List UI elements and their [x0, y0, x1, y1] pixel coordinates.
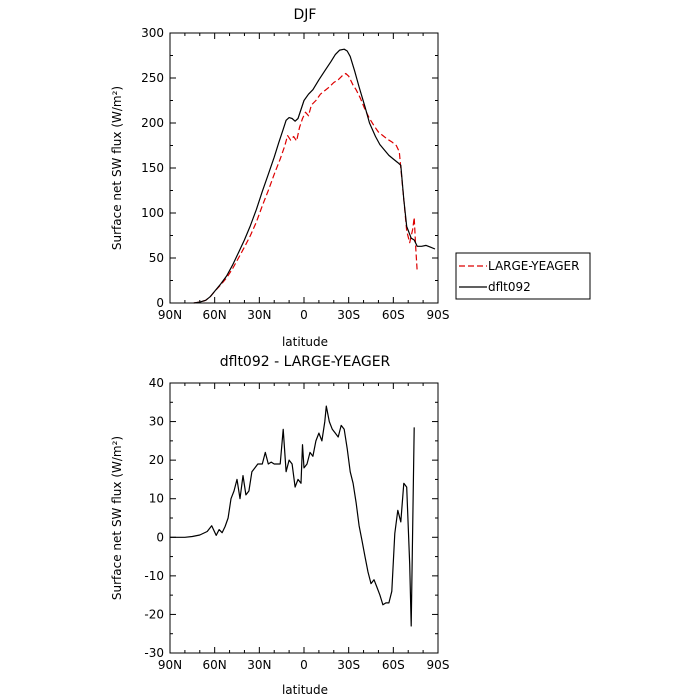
legend: LARGE-YEAGER dflt092	[455, 252, 591, 300]
x-tick-label: 90N	[158, 658, 182, 672]
y-tick-label: 40	[149, 376, 164, 390]
y-tick-label: 200	[141, 116, 164, 130]
chart-title: DJF	[294, 7, 317, 23]
x-tick-label: 90N	[158, 308, 182, 322]
x-tick-label: 30S	[337, 308, 360, 322]
series-line-0	[170, 405, 415, 627]
legend-label-large-yeager: LARGE-YEAGER	[488, 259, 579, 273]
y-axis-label: Surface net SW flux (W/m²)	[110, 436, 124, 600]
plot-frame	[169, 32, 439, 304]
y-tick-label: 150	[141, 161, 164, 175]
x-tick-label: 60N	[203, 308, 227, 322]
x-tick-label: 90S	[427, 308, 450, 322]
y-tick-label: 30	[149, 415, 164, 429]
y-tick-label: 250	[141, 71, 164, 85]
x-tick-label: 60S	[382, 658, 405, 672]
y-tick-label: -10	[144, 569, 164, 583]
legend-box	[455, 252, 591, 300]
y-tick-label: 100	[141, 206, 164, 220]
x-axis-label: latitude	[282, 683, 328, 697]
y-tick-label: 0	[156, 296, 164, 310]
y-tick-label: -20	[144, 607, 164, 621]
y-tick-label: 300	[141, 26, 164, 40]
y-tick-label: 10	[149, 492, 164, 506]
series-line-0	[193, 72, 418, 304]
plot-frame	[169, 382, 439, 654]
x-tick-label: 30N	[247, 658, 271, 672]
y-tick-label: 0	[156, 530, 164, 544]
chart-djf: DJF Surface net SW flux (W/m²) latitude …	[110, 7, 591, 349]
x-tick-label: 30N	[247, 308, 271, 322]
legend-label-dflt092: dflt092	[488, 280, 531, 294]
x-tick-label: 0	[300, 308, 308, 322]
chart-difference: dflt092 - LARGE-YEAGER Surface net SW fl…	[110, 354, 449, 697]
series-line-1	[193, 48, 436, 304]
x-tick-label: 60N	[203, 658, 227, 672]
y-tick-label: -30	[144, 646, 164, 660]
y-axis-label: Surface net SW flux (W/m²)	[110, 86, 124, 250]
x-tick-label: 60S	[382, 308, 405, 322]
chart-title: dflt092 - LARGE-YEAGER	[220, 354, 391, 370]
x-tick-label: 30S	[337, 658, 360, 672]
x-tick-label: 90S	[427, 658, 450, 672]
y-tick-label: 50	[149, 251, 164, 265]
x-tick-label: 0	[300, 658, 308, 672]
y-tick-label: 20	[149, 453, 164, 467]
x-axis-label: latitude	[282, 335, 328, 349]
